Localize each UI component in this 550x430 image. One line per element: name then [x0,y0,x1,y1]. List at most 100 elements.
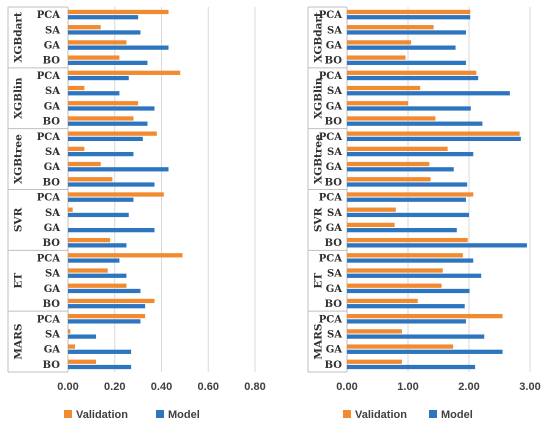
category-label: SA [327,86,342,97]
bar-validation [347,177,431,182]
x-tick-label: 3.00 [519,381,540,393]
group-label: XGBdart [313,12,325,63]
bar-validation [347,237,468,243]
bar-validation [68,177,113,182]
bar-validation [347,222,395,228]
bar-validation [347,329,402,334]
category-label: GA [44,223,61,234]
category-label: GA [326,223,343,234]
group-label: ET [13,273,25,289]
bar-model [68,30,141,35]
bar-model [68,136,143,142]
legend-swatch-validation [343,410,351,418]
chart-panel-1: 0.00 0.20 0.40 0.60 0.80 XGBdart PCA SA GA BO XGBl… [7,6,266,421]
bar-validation [347,253,463,258]
bar-validation [68,70,181,75]
category-label: PCA [37,253,60,264]
bar-model [68,243,127,248]
bar-model [68,167,169,172]
bar-model [68,45,169,50]
category-label: PCA [319,132,342,143]
bar-validation [347,344,454,349]
category-label: GA [326,162,343,173]
bar-validation [347,25,434,30]
bar-model [68,91,120,96]
bar-model [347,243,527,248]
bar-validation [68,314,146,319]
category-label: GA [44,101,61,112]
bar-validation [68,237,111,243]
bar-validation [68,344,76,349]
bar-model [347,228,457,233]
bar-validation [68,359,97,364]
category-label: BO [325,56,343,67]
group-label: SVR [13,207,25,232]
bar-model [347,91,510,96]
bar-validation [68,192,164,197]
category-label: SA [327,269,342,280]
category-label: BO [43,117,61,128]
bar-validation [68,55,120,60]
category-label: PCA [319,71,342,82]
bar-model [68,75,129,81]
category-label: BO [43,299,61,310]
bar-validation [68,268,108,273]
bar-model [68,288,141,294]
legend-swatch-model [156,410,164,418]
x-tick-label: 0.80 [244,381,265,393]
x-tick-label: 0.00 [57,381,78,393]
category-label: GA [44,41,61,52]
bar-validation [68,40,127,45]
bar-validation [68,101,139,106]
category-label: SA [327,147,342,158]
category-label: BO [325,177,343,188]
category-label: PCA [319,314,342,325]
category-label: GA [44,162,61,173]
category-label: BO [43,177,61,188]
bar-model [68,106,155,111]
bar-validation [347,40,412,45]
category-label: SA [45,25,60,36]
legend-label-validation: Validation [355,409,407,421]
bar-validation [347,85,421,91]
bar-validation [68,9,169,15]
legend-label-model: Model [168,409,200,421]
category-label: SA [45,208,60,219]
x-tick-label: 0.00 [336,381,357,393]
group-label: XGBtree [313,134,325,184]
bar-model [68,15,139,20]
category-label: BO [43,238,61,249]
bar-validation [347,192,474,197]
legend-label-validation: Validation [76,409,128,421]
bar-validation [68,207,73,212]
category-label: BO [325,117,343,128]
bar-model [347,349,503,354]
bar-model [347,167,454,172]
group-label: XGBlin [13,77,25,119]
bar-model [347,212,469,218]
category-label: SA [327,208,342,219]
x-tick-label: 2.00 [458,381,479,393]
bar-model [347,106,471,111]
group-label: MARS [313,324,325,360]
bar-model [68,228,155,233]
bar-model [347,182,468,187]
bar-model [68,258,120,263]
category-label: SA [327,25,342,36]
x-tick-label: 0.60 [198,381,219,393]
bar-validation [347,116,436,121]
category-label: SA [45,329,60,340]
bar-model [347,258,474,263]
category-label: GA [326,284,343,295]
bar-validation [347,70,477,75]
bar-validation [68,146,85,151]
legend-label-model: Model [441,409,473,421]
group-label: SVR [313,207,325,232]
bar-model [68,304,146,309]
category-label: PCA [37,71,60,82]
category-label: BO [43,56,61,67]
category-label: GA [326,345,343,356]
category-label: PCA [319,193,342,204]
category-label: BO [325,360,343,371]
bar-validation [347,101,408,106]
